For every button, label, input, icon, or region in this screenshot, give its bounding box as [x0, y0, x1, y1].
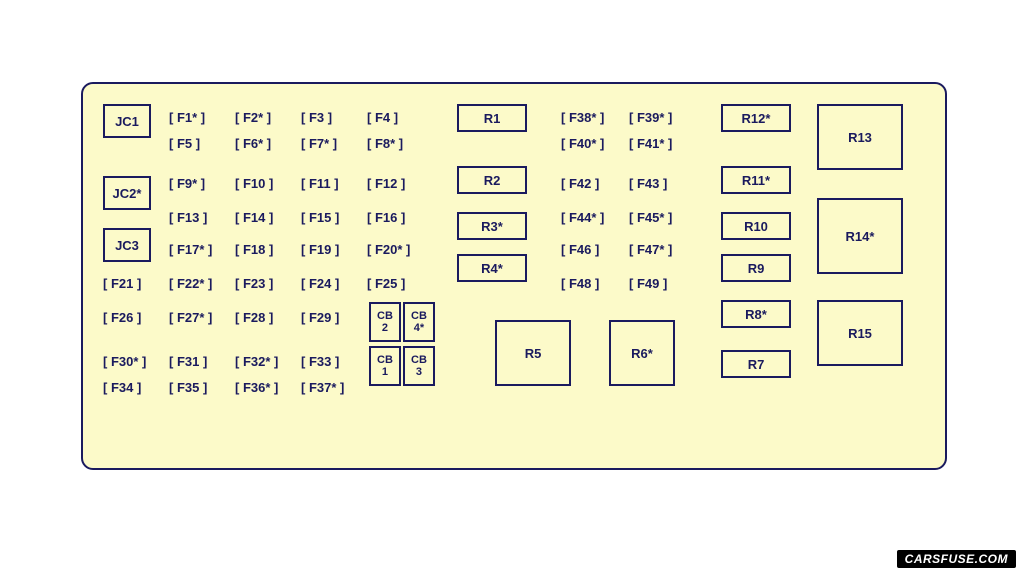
fuse-f17: [ F17* ]	[169, 242, 212, 257]
fuse-r9: R9	[721, 254, 791, 282]
fuse-f39: [ F39* ]	[629, 110, 672, 125]
fuse-f26: [ F26 ]	[103, 310, 141, 325]
fuse-r13: R13	[817, 104, 903, 170]
fuse-f37: [ F37* ]	[301, 380, 344, 395]
fuse-f8: [ F8* ]	[367, 136, 403, 151]
fuse-f47: [ F47* ]	[629, 242, 672, 257]
fuse-r1: R1	[457, 104, 527, 132]
fuse-f9: [ F9* ]	[169, 176, 205, 191]
fuse-f29: [ F29 ]	[301, 310, 339, 325]
fuse-f25: [ F25 ]	[367, 276, 405, 291]
fuse-f13: [ F13 ]	[169, 210, 207, 225]
fuse-r11: R11*	[721, 166, 791, 194]
fuse-f23: [ F23 ]	[235, 276, 273, 291]
fuse-r2: R2	[457, 166, 527, 194]
fuse-f4: [ F4 ]	[367, 110, 398, 125]
fuse-f35: [ F35 ]	[169, 380, 207, 395]
fuse-r14: R14*	[817, 198, 903, 274]
fuse-f41: [ F41* ]	[629, 136, 672, 151]
fuse-f14: [ F14 ]	[235, 210, 273, 225]
fuse-cb1: CB 1	[369, 346, 401, 386]
watermark: CARSFUSE.COM	[897, 550, 1016, 568]
fuse-cb2: CB 2	[369, 302, 401, 342]
fuse-f20: [ F20* ]	[367, 242, 410, 257]
fuse-f42: [ F42 ]	[561, 176, 599, 191]
fuse-f11: [ F11 ]	[301, 176, 339, 191]
fuse-cb3: CB 3	[403, 346, 435, 386]
fuse-f49: [ F49 ]	[629, 276, 667, 291]
fuse-f46: [ F46 ]	[561, 242, 599, 257]
fuse-f10: [ F10 ]	[235, 176, 273, 191]
fuse-r5: R5	[495, 320, 571, 386]
fuse-f21: [ F21 ]	[103, 276, 141, 291]
fuse-f38: [ F38* ]	[561, 110, 604, 125]
fuse-f45: [ F45* ]	[629, 210, 672, 225]
fuse-f28: [ F28 ]	[235, 310, 273, 325]
fuse-f15: [ F15 ]	[301, 210, 339, 225]
fuse-f22: [ F22* ]	[169, 276, 212, 291]
fuse-f43: [ F43 ]	[629, 176, 667, 191]
fuse-r6: R6*	[609, 320, 675, 386]
fuse-f3: [ F3 ]	[301, 110, 332, 125]
fuse-f19: [ F19 ]	[301, 242, 339, 257]
fuse-r3: R3*	[457, 212, 527, 240]
fuse-f7: [ F7* ]	[301, 136, 337, 151]
fuse-r12: R12*	[721, 104, 791, 132]
fuse-f44: [ F44* ]	[561, 210, 604, 225]
fuse-f32: [ F32* ]	[235, 354, 278, 369]
fuse-f16: [ F16 ]	[367, 210, 405, 225]
fuse-f6: [ F6* ]	[235, 136, 271, 151]
fuse-f24: [ F24 ]	[301, 276, 339, 291]
fuse-f12: [ F12 ]	[367, 176, 405, 191]
fuse-f2: [ F2* ]	[235, 110, 271, 125]
fuse-r4: R4*	[457, 254, 527, 282]
fuse-f31: [ F31 ]	[169, 354, 207, 369]
fuse-f40: [ F40* ]	[561, 136, 604, 151]
fuse-r10: R10	[721, 212, 791, 240]
fuse-f48: [ F48 ]	[561, 276, 599, 291]
fuse-f36: [ F36* ]	[235, 380, 278, 395]
fuse-f1: [ F1* ]	[169, 110, 205, 125]
fuse-f18: [ F18 ]	[235, 242, 273, 257]
fuse-f27: [ F27* ]	[169, 310, 212, 325]
fuse-cb4: CB 4*	[403, 302, 435, 342]
fuse-r8: R8*	[721, 300, 791, 328]
fuse-f5: [ F5 ]	[169, 136, 200, 151]
fuse-f33: [ F33 ]	[301, 354, 339, 369]
fuse-jc2: JC2*	[103, 176, 151, 210]
fuse-f34: [ F34 ]	[103, 380, 141, 395]
fuse-jc3: JC3	[103, 228, 151, 262]
fuse-jc1: JC1	[103, 104, 151, 138]
fuse-r15: R15	[817, 300, 903, 366]
fuse-r7: R7	[721, 350, 791, 378]
fuse-f30: [ F30* ]	[103, 354, 146, 369]
